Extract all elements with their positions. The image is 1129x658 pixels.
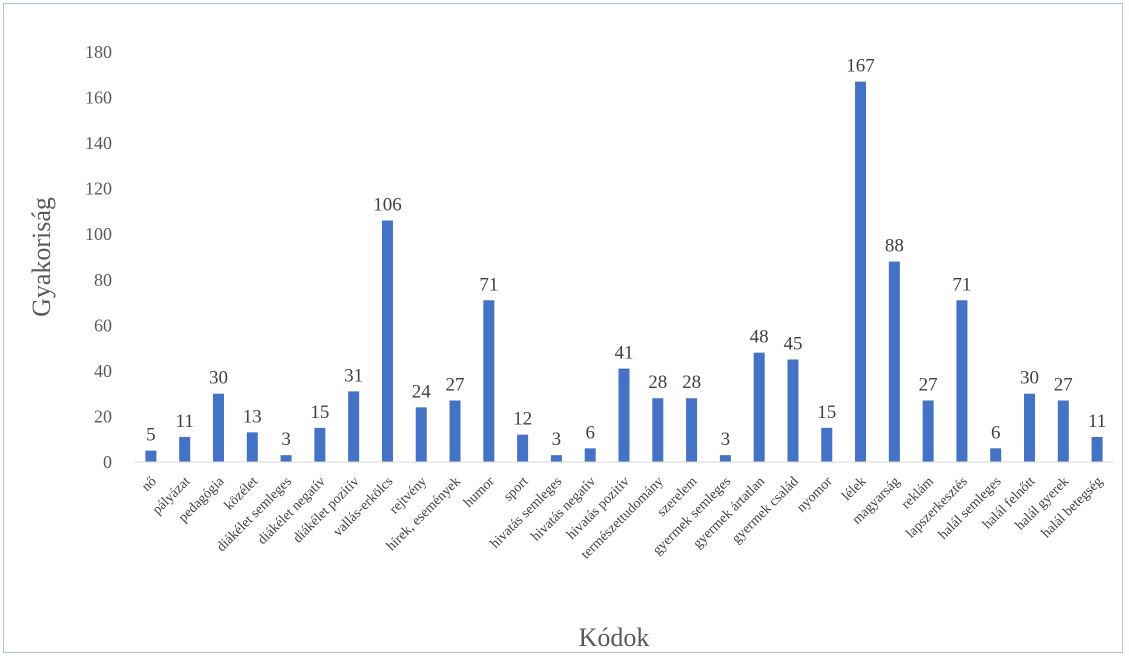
x-tick-label: nő	[139, 474, 160, 495]
bar	[381, 220, 393, 462]
y-axis-ticks: 0 20 40 60 80 100 120 140 160 180	[85, 42, 112, 472]
bar	[584, 448, 596, 462]
y-axis-title: Gyakoriság	[27, 197, 56, 317]
y-tick-label: 60	[94, 315, 112, 335]
bar	[922, 400, 934, 462]
data-label: 41	[615, 343, 634, 364]
data-label: 3	[552, 429, 562, 450]
data-label: 3	[281, 429, 291, 450]
data-label: 88	[885, 236, 904, 257]
bar	[1024, 393, 1036, 462]
data-label: 12	[513, 409, 532, 430]
bar	[1091, 436, 1103, 462]
bar	[888, 261, 900, 462]
data-label: 28	[682, 372, 701, 393]
data-label: 13	[243, 406, 262, 427]
data-label: 5	[146, 425, 156, 446]
bar	[956, 300, 968, 462]
data-label: 11	[1088, 411, 1106, 432]
bar	[550, 455, 562, 462]
data-label: 6	[585, 422, 595, 443]
data-label: 11	[176, 411, 194, 432]
data-labels: 5 11 30 13 3 15 31 106 24 27 71 12 3 6 41 28 28 3 48 45 15 16…	[146, 56, 1106, 451]
bar	[719, 455, 731, 462]
bar	[517, 434, 529, 462]
data-label: 30	[1020, 368, 1039, 389]
bars	[145, 81, 1103, 462]
x-tick-label: sport	[501, 474, 531, 504]
x-tick-label: nyomor	[794, 474, 836, 516]
y-tick-label: 120	[85, 179, 112, 199]
bar-chart: 0 20 40 60 80 100 120 140 160 180 5 11 30 13 3 15 31 106…	[27, 42, 1114, 652]
data-label: 27	[1054, 375, 1073, 396]
y-tick-label: 0	[103, 452, 112, 472]
bar	[145, 450, 157, 462]
y-tick-label: 40	[94, 361, 112, 381]
bar	[314, 427, 326, 462]
bar	[787, 359, 799, 462]
data-label: 31	[344, 365, 363, 386]
bar	[348, 391, 360, 462]
data-label: 27	[446, 375, 465, 396]
bar	[483, 300, 495, 462]
bar	[686, 398, 698, 462]
bar	[821, 427, 833, 462]
bar	[618, 368, 630, 462]
chart-frame: 0 20 40 60 80 100 120 140 160 180 5 11 30 13 3 15 31 106…	[3, 3, 1123, 653]
data-label: 71	[479, 274, 498, 295]
x-axis-title: Kódok	[579, 623, 650, 652]
data-label: 45	[783, 334, 802, 355]
bar	[212, 393, 224, 462]
y-tick-label: 80	[94, 270, 112, 290]
data-label: 48	[750, 327, 769, 348]
data-label: 167	[846, 56, 875, 77]
bar	[990, 448, 1002, 462]
data-label: 15	[817, 402, 836, 423]
bar	[753, 352, 765, 462]
bar	[415, 407, 427, 462]
y-tick-label: 140	[85, 133, 112, 153]
bar	[280, 455, 292, 462]
x-tick-label: lélek	[840, 474, 870, 504]
data-label: 28	[648, 372, 667, 393]
y-tick-label: 180	[85, 42, 112, 62]
bar	[855, 81, 867, 462]
data-label: 6	[991, 422, 1001, 443]
bar	[652, 398, 664, 462]
bar	[246, 432, 258, 462]
bar	[1057, 400, 1069, 462]
data-label: 3	[721, 429, 731, 450]
data-label: 30	[209, 368, 228, 389]
bar	[449, 400, 461, 462]
data-label: 15	[310, 402, 329, 423]
data-label: 24	[412, 381, 432, 402]
data-label: 106	[373, 195, 402, 216]
x-tick-label: humor	[461, 474, 498, 511]
bar	[179, 436, 191, 462]
data-label: 71	[952, 274, 971, 295]
y-tick-label: 20	[94, 406, 112, 426]
y-tick-label: 100	[85, 224, 112, 244]
y-tick-label: 160	[85, 88, 112, 108]
data-label: 27	[919, 375, 938, 396]
